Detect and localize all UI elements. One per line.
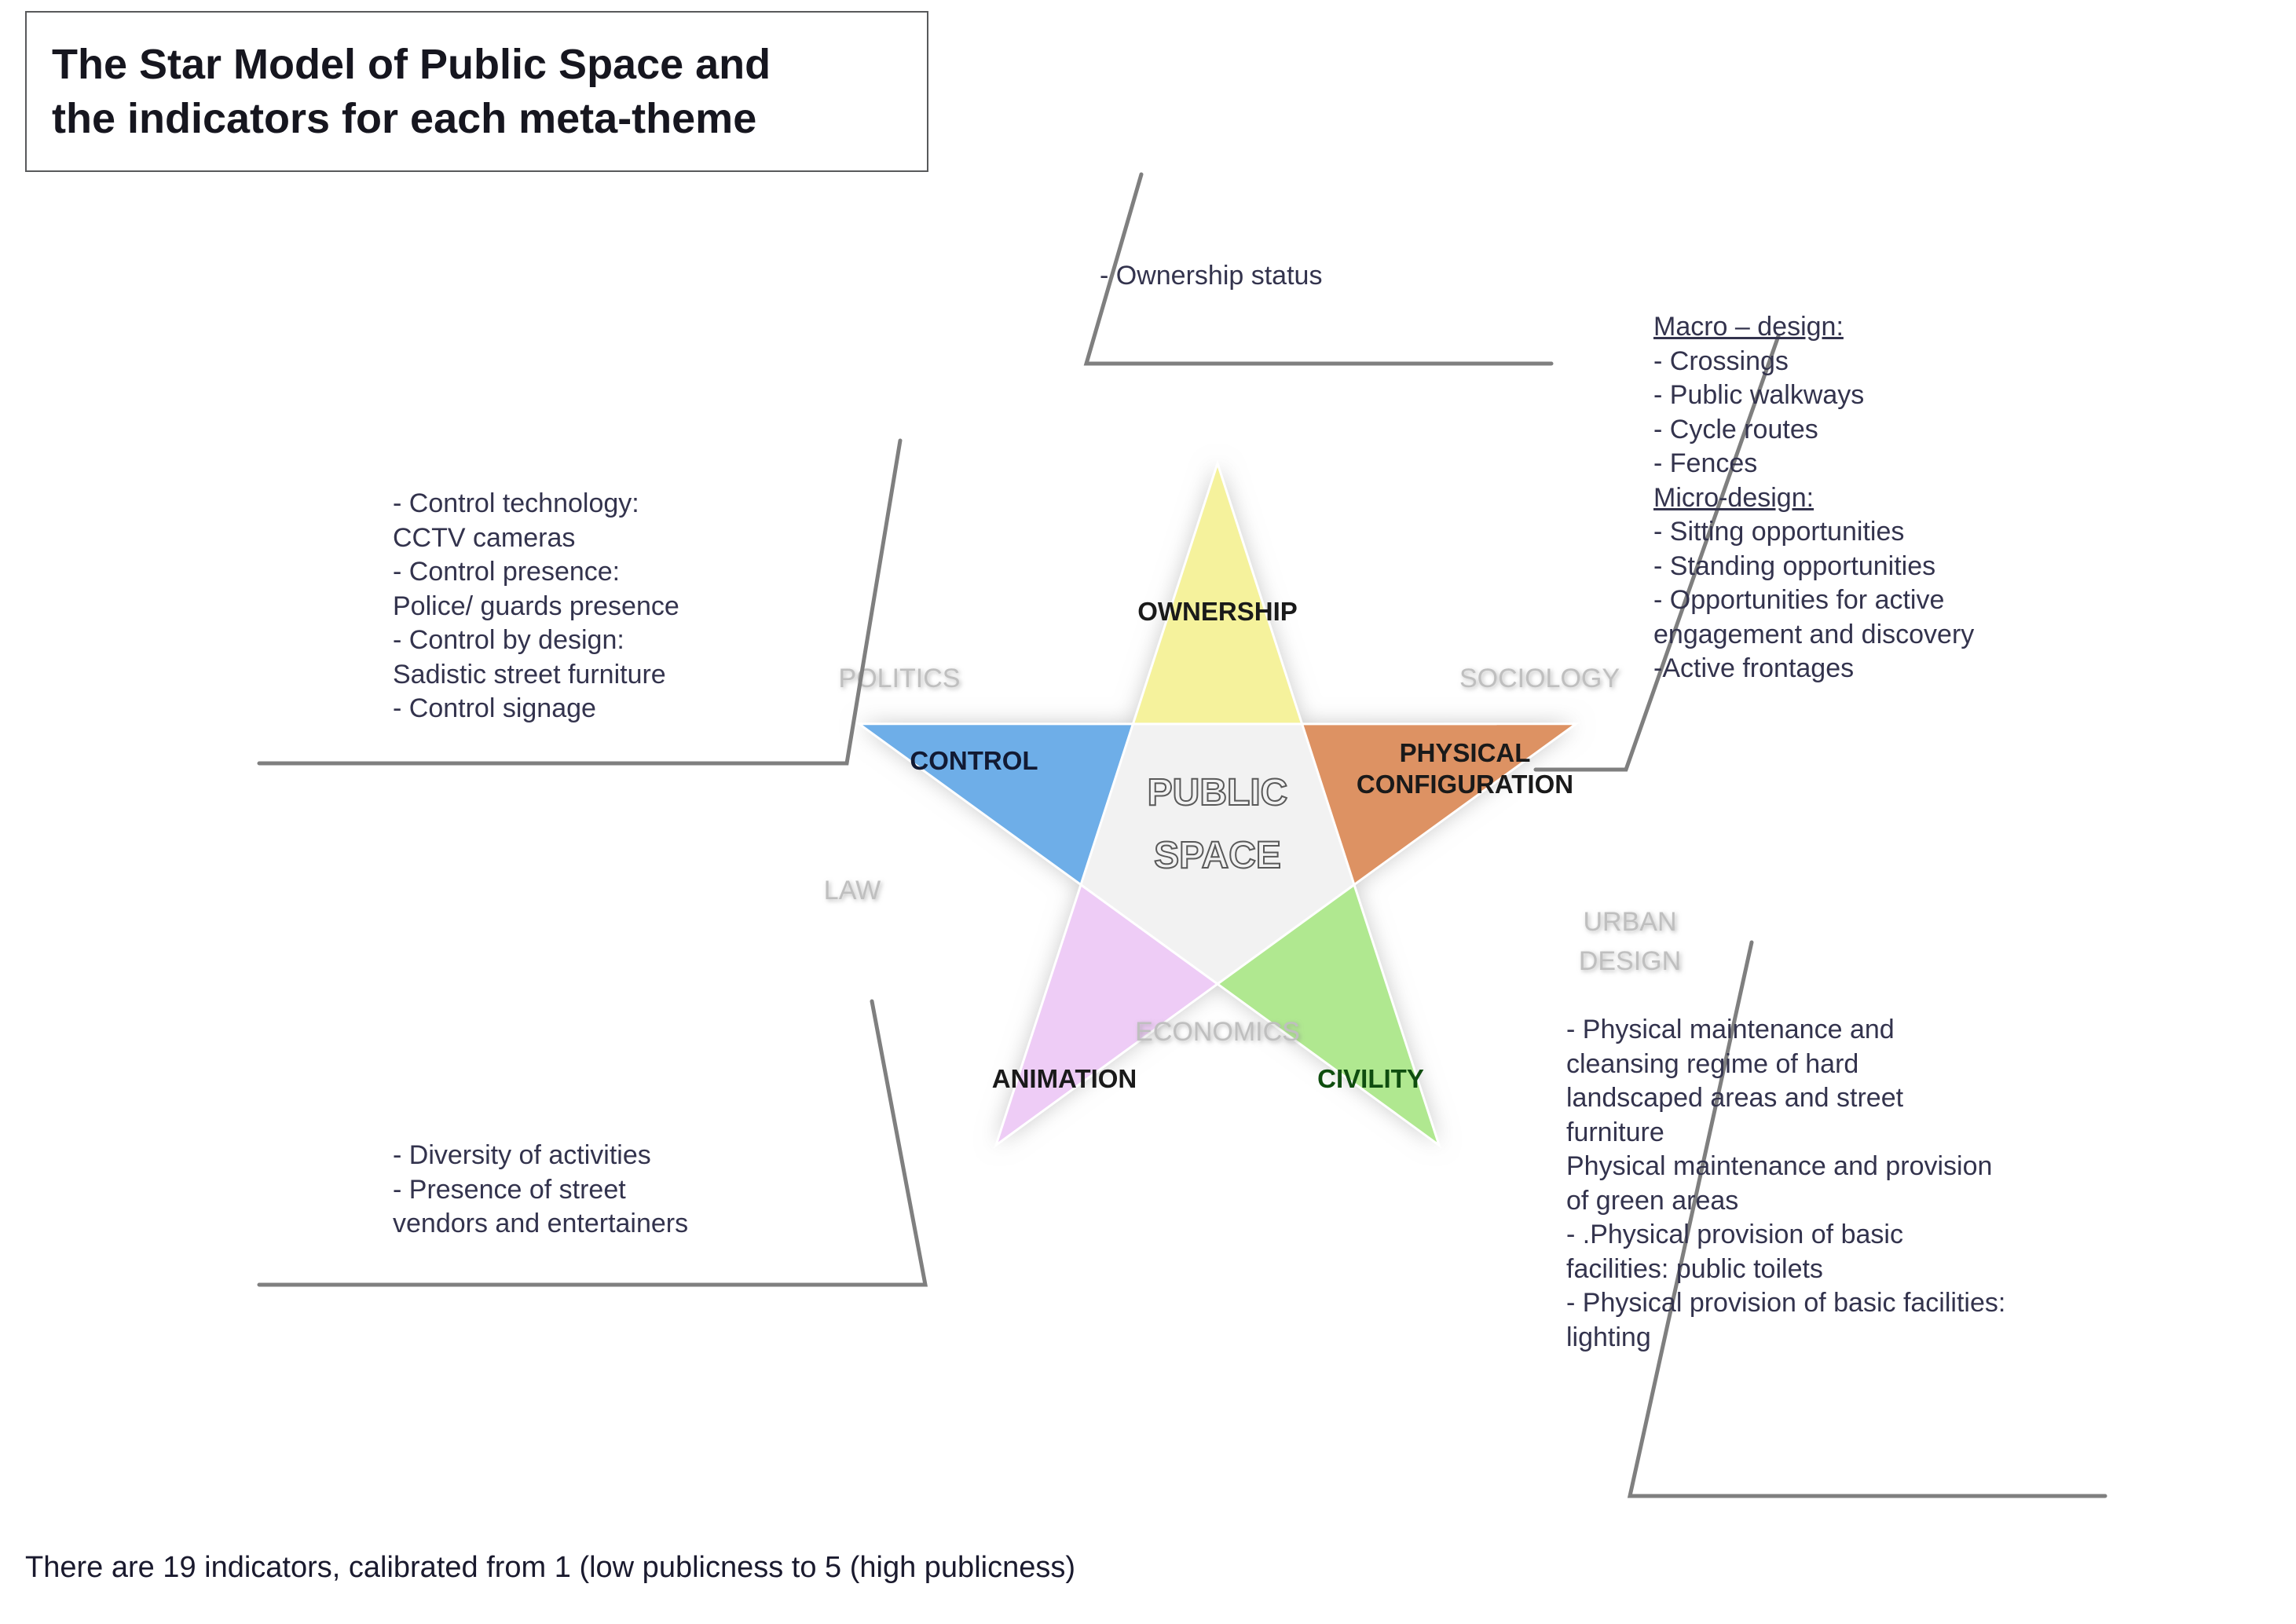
svg-text:DESIGN: DESIGN xyxy=(1579,946,1681,976)
svg-text:PHYSICAL: PHYSICAL xyxy=(1400,738,1531,767)
svg-text:CONFIGURATION: CONFIGURATION xyxy=(1357,770,1573,799)
svg-text:OWNERSHIP: OWNERSHIP xyxy=(1137,597,1298,626)
svg-text:ANIMATION: ANIMATION xyxy=(992,1064,1137,1093)
svg-text:LAW: LAW xyxy=(824,876,881,905)
svg-text:URBAN: URBAN xyxy=(1583,907,1676,937)
svg-text:ECONOMICS: ECONOMICS xyxy=(1135,1017,1300,1047)
svg-text:CONTROL: CONTROL xyxy=(910,746,1038,775)
svg-text:SPACE: SPACE xyxy=(1154,835,1281,876)
svg-text:PUBLIC: PUBLIC xyxy=(1148,772,1288,814)
svg-text:CIVILITY: CIVILITY xyxy=(1317,1064,1424,1093)
svg-text:SOCIOLOGY: SOCIOLOGY xyxy=(1459,664,1620,693)
